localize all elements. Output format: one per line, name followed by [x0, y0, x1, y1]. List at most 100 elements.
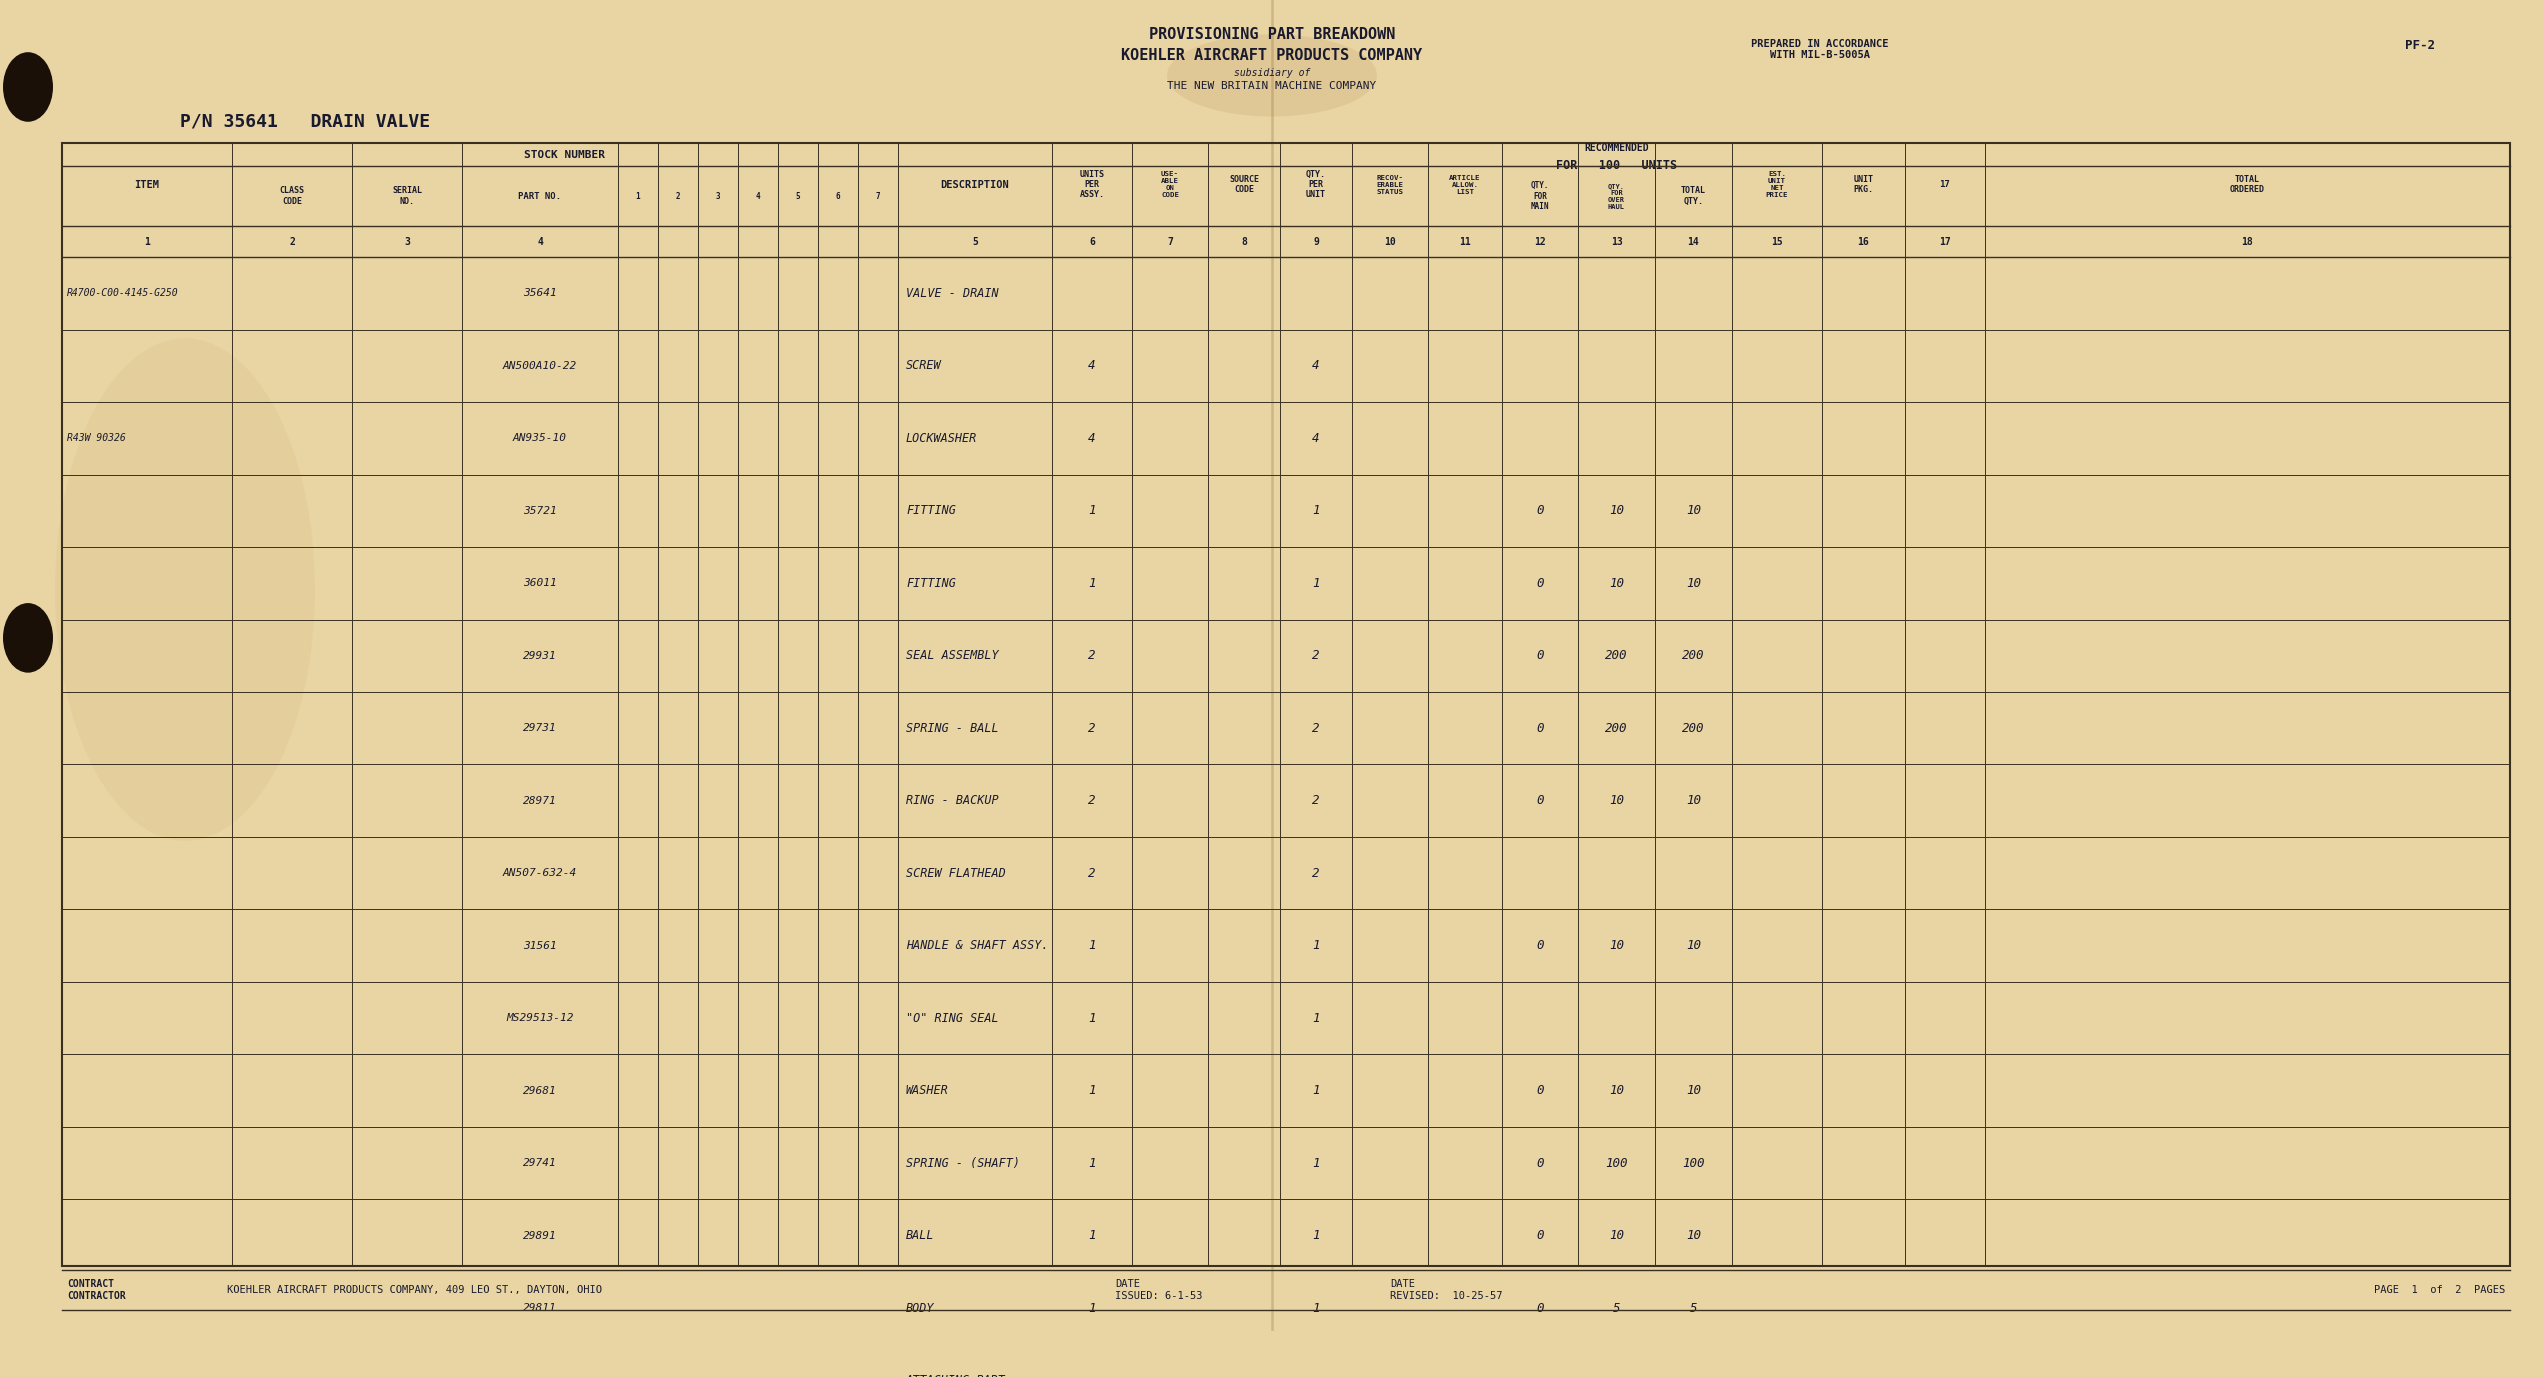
Text: FOR   100   UNITS: FOR 100 UNITS — [1557, 158, 1676, 172]
Text: 10: 10 — [1608, 1084, 1623, 1097]
Text: 6: 6 — [1089, 237, 1094, 246]
Text: PF-2: PF-2 — [2404, 39, 2435, 52]
Text: USE-
ABLE
ON
CODE: USE- ABLE ON CODE — [1160, 171, 1178, 198]
Text: 1: 1 — [1089, 1084, 1096, 1097]
Text: 0: 0 — [1537, 1301, 1544, 1315]
Text: SERIAL
NO.: SERIAL NO. — [392, 186, 422, 207]
Text: 4: 4 — [1313, 359, 1320, 372]
Text: "O" RING SEAL: "O" RING SEAL — [906, 1012, 1000, 1024]
Text: 18: 18 — [2241, 237, 2254, 246]
Text: CONTRACT
CONTRACTOR: CONTRACT CONTRACTOR — [66, 1279, 125, 1300]
Text: 28971: 28971 — [524, 796, 557, 806]
Text: HANDLE & SHAFT ASSY.: HANDLE & SHAFT ASSY. — [906, 939, 1048, 953]
Text: P/N 35641   DRAIN VALVE: P/N 35641 DRAIN VALVE — [181, 112, 430, 129]
Text: 2: 2 — [1313, 795, 1320, 807]
Text: DATE
REVISED:  10-25-57: DATE REVISED: 10-25-57 — [1389, 1279, 1504, 1300]
Text: 16: 16 — [1857, 237, 1870, 246]
Text: 1: 1 — [1313, 1230, 1320, 1242]
Ellipse shape — [1168, 34, 1376, 117]
Text: 100: 100 — [1605, 1157, 1628, 1169]
Text: 10: 10 — [1384, 237, 1397, 246]
Text: 35721: 35721 — [524, 505, 557, 516]
Text: 13: 13 — [1610, 237, 1623, 246]
Text: RECOV-
ERABLE
STATUS: RECOV- ERABLE STATUS — [1376, 175, 1404, 194]
Text: 8: 8 — [1241, 237, 1247, 246]
Text: 1: 1 — [1089, 504, 1096, 518]
Text: SPRING - (SHAFT): SPRING - (SHAFT) — [906, 1157, 1020, 1169]
Text: ITEM: ITEM — [135, 179, 160, 190]
Text: 4: 4 — [1313, 432, 1320, 445]
Text: TOTAL
ORDERED: TOTAL ORDERED — [2231, 175, 2264, 194]
Text: SCREW FLATHEAD: SCREW FLATHEAD — [906, 866, 1005, 880]
Ellipse shape — [3, 603, 53, 673]
Text: R4700-C00-4145-G250: R4700-C00-4145-G250 — [66, 288, 178, 299]
Text: 29741: 29741 — [524, 1158, 557, 1168]
Text: 1: 1 — [1313, 577, 1320, 589]
Text: 11: 11 — [1460, 237, 1470, 246]
Text: SOURCE
CODE: SOURCE CODE — [1229, 175, 1259, 194]
Text: 0: 0 — [1537, 1157, 1544, 1169]
Text: PREPARED IN ACCORDANCE
WITH MIL-B-5005A: PREPARED IN ACCORDANCE WITH MIL-B-5005A — [1750, 39, 1888, 61]
Text: EST.
UNIT
NET
PRICE: EST. UNIT NET PRICE — [1766, 171, 1788, 198]
Text: 2: 2 — [1313, 650, 1320, 662]
Text: AN500A10-22: AN500A10-22 — [504, 361, 577, 370]
Text: PAGE  1  of  2  PAGES: PAGE 1 of 2 PAGES — [2374, 1285, 2506, 1294]
Text: 2: 2 — [1089, 866, 1096, 880]
Text: 5: 5 — [1613, 1301, 1621, 1315]
Text: UNITS
PER
ASSY.: UNITS PER ASSY. — [1079, 169, 1104, 200]
Text: 3: 3 — [404, 237, 410, 246]
Text: 15: 15 — [1771, 237, 1783, 246]
Ellipse shape — [56, 339, 315, 841]
Text: 200: 200 — [1682, 722, 1704, 735]
Text: 10: 10 — [1608, 939, 1623, 953]
Text: 0: 0 — [1537, 1230, 1544, 1242]
Text: 1: 1 — [1089, 939, 1096, 953]
Text: 4: 4 — [537, 237, 542, 246]
Text: R43W 90326: R43W 90326 — [66, 434, 125, 443]
Text: KOEHLER AIRCRAFT PRODUCTS COMPANY: KOEHLER AIRCRAFT PRODUCTS COMPANY — [1122, 48, 1422, 63]
Text: 0: 0 — [1537, 722, 1544, 735]
Text: 200: 200 — [1605, 722, 1628, 735]
Text: 1: 1 — [1089, 577, 1096, 589]
Text: 0: 0 — [1537, 650, 1544, 662]
Text: 14: 14 — [1687, 237, 1699, 246]
Text: 1: 1 — [1313, 1157, 1320, 1169]
Text: 5: 5 — [796, 191, 801, 201]
Text: 10: 10 — [1687, 795, 1702, 807]
Text: SCREW: SCREW — [906, 359, 941, 372]
Text: 1: 1 — [1089, 1012, 1096, 1024]
Text: QTY.
FOR
OVER
HAUL: QTY. FOR OVER HAUL — [1608, 183, 1626, 209]
Text: QTY.
PER
UNIT: QTY. PER UNIT — [1305, 169, 1325, 200]
Text: 10: 10 — [1608, 504, 1623, 518]
Text: KOEHLER AIRCRAFT PRODUCTS COMPANY, 409 LEO ST., DAYTON, OHIO: KOEHLER AIRCRAFT PRODUCTS COMPANY, 409 L… — [226, 1285, 603, 1294]
Text: 1: 1 — [636, 191, 641, 201]
Text: 2: 2 — [677, 191, 679, 201]
Text: 10: 10 — [1608, 795, 1623, 807]
Text: 10: 10 — [1608, 1230, 1623, 1242]
Text: 7: 7 — [1168, 237, 1173, 246]
Text: BALL: BALL — [906, 1230, 934, 1242]
Text: 35641: 35641 — [524, 288, 557, 299]
Bar — [61, 143, 2511, 1265]
Text: 17: 17 — [1939, 180, 1951, 189]
Text: 29891: 29891 — [524, 1231, 557, 1241]
Text: 100: 100 — [1682, 1157, 1704, 1169]
Text: AN935-10: AN935-10 — [514, 434, 567, 443]
Text: 2: 2 — [1313, 866, 1320, 880]
Text: VALVE - DRAIN: VALVE - DRAIN — [906, 286, 1000, 300]
Text: 10: 10 — [1687, 1084, 1702, 1097]
Text: FITTING: FITTING — [906, 577, 957, 589]
Text: 29931: 29931 — [524, 651, 557, 661]
Text: 7: 7 — [875, 191, 880, 201]
Text: 2: 2 — [290, 237, 295, 246]
Text: ATTACHING PART: ATTACHING PART — [906, 1374, 1005, 1377]
Text: 10: 10 — [1687, 939, 1702, 953]
Text: MS29513-12: MS29513-12 — [506, 1013, 575, 1023]
Text: SPRING - BALL: SPRING - BALL — [906, 722, 1000, 735]
Text: 36011: 36011 — [524, 578, 557, 588]
Text: 5: 5 — [972, 237, 977, 246]
Text: 0: 0 — [1537, 1084, 1544, 1097]
Text: 2: 2 — [1313, 722, 1320, 735]
Text: SEAL ASSEMBLY: SEAL ASSEMBLY — [906, 650, 1000, 662]
Text: UNIT
PKG.: UNIT PKG. — [1855, 175, 1872, 194]
